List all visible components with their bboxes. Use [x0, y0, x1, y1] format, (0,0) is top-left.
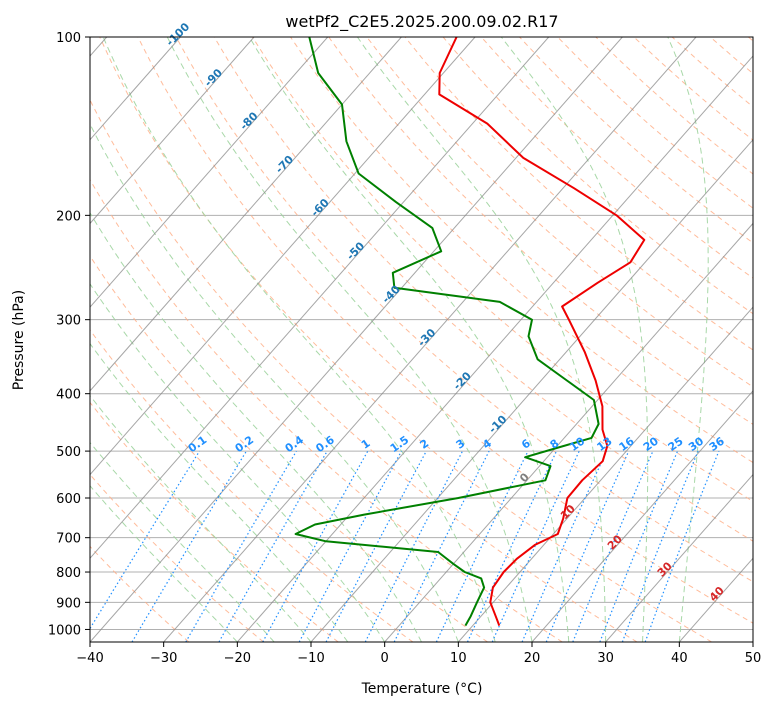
x-tick-label: 20	[524, 651, 541, 666]
isotherm-line	[531, 390, 753, 642]
moist-adiabat-line	[90, 211, 422, 642]
y-tick-label: 300	[56, 314, 81, 329]
moist-adiabat-line	[102, 37, 496, 642]
moist-adiabat-line	[667, 37, 709, 642]
dewpoint-profile-line	[294, 37, 600, 627]
y-tick-label: 100	[56, 31, 81, 46]
isotherm-line	[90, 37, 623, 642]
isotherm-line	[384, 222, 753, 642]
y-tick-label: 800	[56, 566, 81, 581]
isotherm-line	[163, 37, 697, 642]
moist-adiabat-line	[166, 37, 533, 642]
isotherm-line	[90, 37, 476, 476]
x-tick-label: −30	[150, 651, 177, 666]
mixing-ratio-line	[393, 450, 490, 642]
plot-frame	[89, 36, 754, 643]
y-tick-label: 1000	[48, 623, 81, 638]
dry-adiabat-line	[90, 255, 488, 642]
dry-adiabat-line	[137, 37, 753, 624]
mixing-ratio-line	[599, 450, 679, 642]
moist-adiabat-line	[90, 342, 349, 642]
x-tick-label: −40	[76, 651, 103, 666]
x-tick-label: 30	[597, 651, 614, 666]
y-tick-label: 500	[56, 445, 81, 460]
moist-adiabat-line	[356, 37, 607, 642]
plot-grid	[90, 37, 753, 642]
moist-adiabat-line	[248, 37, 570, 642]
x-tick-label: 40	[671, 651, 688, 666]
mixing-ratio-line	[545, 450, 630, 642]
isotherm-line	[310, 138, 753, 642]
y-tick-label: 400	[56, 388, 81, 403]
dry-adiabat-line	[90, 98, 638, 642]
x-tick-label: −10	[297, 651, 324, 666]
dry-adiabat-line	[90, 401, 339, 642]
y-axis-title: Pressure (hPa)	[11, 290, 27, 390]
isotherm-line	[90, 37, 255, 225]
chart-title: wetPf2_C2E5.2025.200.09.02.R17	[285, 12, 558, 32]
moist-adiabat-line	[90, 282, 386, 642]
x-tick-label: 0	[381, 651, 389, 666]
mixing-ratio-line	[572, 450, 654, 642]
dry-adiabat-line	[175, 37, 753, 583]
y-tick-label: 200	[56, 209, 81, 224]
y-tick-label: 900	[56, 596, 81, 611]
y-tick-label: 700	[56, 532, 81, 547]
mixing-ratio-line	[90, 450, 201, 630]
y-tick-label: 600	[56, 492, 81, 507]
dry-adiabat-line	[90, 329, 414, 642]
isotherm-line	[90, 37, 550, 560]
moist-adiabat-line	[90, 123, 459, 642]
isotherm-line	[90, 37, 329, 308]
isotherm-line	[457, 306, 753, 642]
plot-series	[294, 37, 646, 627]
mixing-ratio-line	[644, 450, 720, 642]
isotherm-line	[605, 473, 753, 642]
dry-adiabat-line	[251, 37, 753, 503]
dry-adiabat-line	[289, 37, 753, 464]
dry-adiabat-line	[366, 37, 753, 388]
dry-adiabat-line	[480, 37, 753, 279]
dry-adiabat-line	[90, 178, 563, 642]
mixing-ratio-line	[364, 450, 464, 642]
mixing-ratio-line	[218, 450, 328, 642]
mixing-ratio-line	[298, 450, 403, 642]
axes: −40 −30 −20 −10 0 10 20 30 40 50 1000 900 800 700 600 5…	[48, 31, 761, 666]
dry-adiabat-line	[99, 37, 712, 642]
moist-adiabat-line	[500, 37, 649, 642]
x-axis-title: Temperature (°C)	[361, 681, 483, 697]
temperature-profile-line	[438, 37, 646, 626]
mixing-ratio-line	[621, 450, 699, 642]
dry-adiabat-line	[404, 37, 753, 351]
moist-adiabat-line	[90, 484, 238, 642]
isotherm-line	[90, 37, 402, 392]
mixing-ratio-line	[262, 450, 369, 642]
mixing-ratio-line	[521, 450, 608, 642]
dry-adiabat-line	[90, 473, 264, 642]
x-tick-label: −20	[224, 651, 251, 666]
isotherm-line	[90, 37, 181, 141]
x-tick-label: 10	[450, 651, 467, 666]
moist-adiabat-line	[90, 441, 275, 642]
x-tick-label: 50	[745, 651, 762, 666]
